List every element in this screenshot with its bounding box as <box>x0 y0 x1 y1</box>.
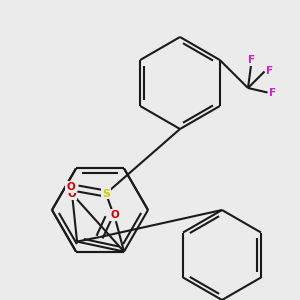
Text: O: O <box>68 189 76 199</box>
Text: O: O <box>110 210 119 220</box>
Text: F: F <box>269 88 277 98</box>
Text: O: O <box>66 182 75 192</box>
Text: F: F <box>266 66 274 76</box>
Text: F: F <box>248 55 256 65</box>
Text: S: S <box>102 189 110 199</box>
